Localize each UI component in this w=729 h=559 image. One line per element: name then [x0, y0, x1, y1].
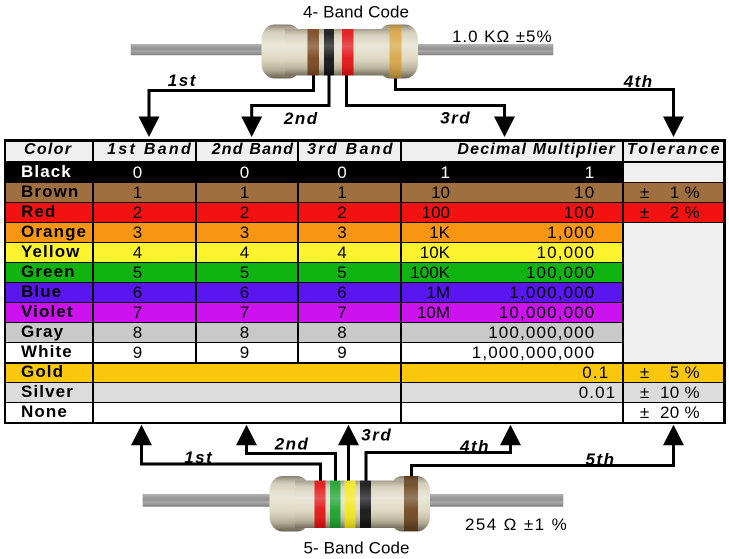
svg-text:5- Band Code: 5- Band Code	[304, 538, 410, 557]
svg-text:1st: 1st	[184, 448, 213, 467]
svg-text:3rd: 3rd	[361, 426, 392, 445]
svg-text:2nd: 2nd	[283, 109, 319, 128]
svg-text:4- Band Code: 4- Band Code	[303, 2, 409, 21]
svg-text:4th: 4th	[459, 437, 490, 456]
svg-text:254 Ω ±1 %: 254 Ω ±1 %	[465, 515, 568, 534]
svg-text:2nd: 2nd	[274, 435, 310, 454]
svg-text:5th: 5th	[586, 450, 616, 469]
svg-text:1.0 KΩ ±5%: 1.0 KΩ ±5%	[452, 27, 553, 46]
svg-text:4th: 4th	[623, 72, 654, 91]
svg-text:3rd: 3rd	[440, 108, 471, 127]
svg-text:1st: 1st	[168, 71, 197, 90]
